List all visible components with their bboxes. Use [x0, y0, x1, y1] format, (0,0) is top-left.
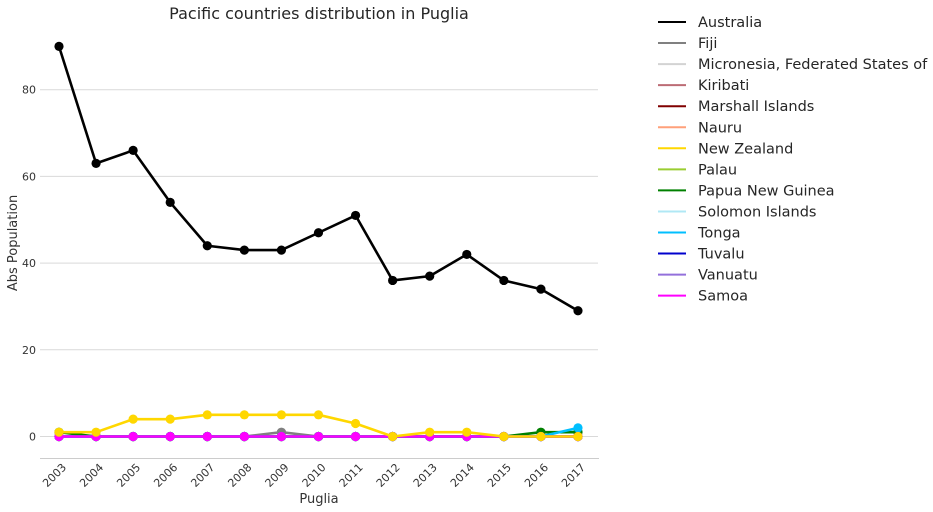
- legend-item: Micronesia, Federated States of: [658, 57, 928, 73]
- x-tick-label: 2003: [40, 461, 69, 490]
- legend-label: Palau: [698, 162, 737, 178]
- data-point: [313, 228, 324, 238]
- legend-item: Solomon Islands: [658, 204, 816, 220]
- legend-label: Fiji: [698, 36, 717, 52]
- data-point: [128, 431, 138, 442]
- data-point: [536, 431, 546, 442]
- y-tick-label: 60: [22, 170, 36, 183]
- legend-item: Palau: [658, 162, 737, 178]
- data-point: [239, 410, 249, 420]
- legend-label: Kiribati: [698, 78, 749, 94]
- data-point: [573, 306, 583, 316]
- x-tick-label: 2006: [151, 461, 180, 490]
- legend-label: Solomon Islands: [698, 204, 816, 220]
- grid-lines: [40, 89, 598, 437]
- y-tick-label: 80: [22, 84, 36, 97]
- data-point: [573, 431, 583, 442]
- data-point: [202, 241, 212, 251]
- legend-label: Marshall Islands: [698, 99, 814, 115]
- data-point: [499, 275, 509, 286]
- x-tick-label: 2004: [77, 461, 106, 490]
- legend-item: Australia: [658, 15, 762, 31]
- data-point: [54, 427, 64, 437]
- data-point: [425, 271, 435, 281]
- y-tick-label: 40: [22, 257, 36, 270]
- data-point: [499, 431, 509, 442]
- data-point: [350, 210, 361, 221]
- legend-item: Tuvalu: [658, 247, 745, 263]
- x-tick-label: 2005: [114, 461, 143, 490]
- data-point: [536, 284, 546, 294]
- data-point: [276, 410, 287, 420]
- y-tick-label: 0: [29, 431, 36, 444]
- x-tick-label: 2008: [225, 461, 254, 490]
- data-point: [165, 431, 175, 442]
- x-axis-label: Puglia: [299, 492, 338, 507]
- data-point: [573, 423, 583, 433]
- legend: Australia Fiji Micronesia, Federated State…: [658, 15, 928, 305]
- series-new-zealand: [54, 410, 583, 442]
- x-tick-label: 2010: [300, 461, 329, 490]
- x-tick-label: 2007: [188, 461, 217, 490]
- data-point: [239, 245, 249, 255]
- x-tick-label: 2013: [411, 461, 440, 490]
- x-tick-label: 2012: [374, 461, 403, 490]
- legend-label: Nauru: [698, 120, 742, 136]
- x-axis-ticks: 2003 2004 2005 2006 2007 2008 2009 2010 2011 2012…: [40, 461, 588, 490]
- legend-label: Papua New Guinea: [698, 183, 835, 199]
- data-point: [313, 410, 324, 420]
- legend-label: Australia: [698, 15, 762, 31]
- series-lines: [54, 41, 583, 442]
- data-point: [350, 431, 361, 442]
- x-tick-label: 2016: [522, 461, 551, 490]
- series-australia: [54, 41, 583, 316]
- x-tick-label: 2015: [485, 461, 514, 490]
- data-point: [276, 431, 287, 442]
- legend-item: New Zealand: [658, 141, 793, 157]
- data-point: [54, 41, 64, 51]
- legend-item: Vanuatu: [658, 268, 758, 284]
- x-tick-label: 2017: [559, 461, 588, 490]
- legend-label: Tuvalu: [697, 247, 745, 263]
- legend-item: Fiji: [658, 36, 717, 52]
- data-point: [202, 431, 212, 442]
- x-tick-label: 2011: [337, 461, 366, 490]
- legend-item: Samoa: [658, 289, 748, 305]
- y-axis-label: Abs Population: [6, 195, 21, 291]
- legend-item: Nauru: [658, 120, 742, 136]
- legend-label: Micronesia, Federated States of: [698, 57, 928, 73]
- legend-label: Samoa: [698, 289, 748, 305]
- data-point: [128, 414, 138, 424]
- legend-label: Vanuatu: [698, 268, 758, 284]
- data-point: [165, 414, 175, 424]
- data-point: [128, 145, 138, 155]
- legend-label: New Zealand: [698, 141, 793, 157]
- data-point: [425, 427, 435, 437]
- chart-title: Pacific countries distribution in Puglia: [169, 4, 469, 23]
- x-tick-label: 2014: [448, 461, 477, 490]
- legend-item: Tonga: [658, 226, 741, 242]
- y-axis-ticks: 0 20 40 60 80: [22, 84, 36, 444]
- data-point: [313, 431, 324, 442]
- data-point: [165, 197, 175, 208]
- series-line: [57, 45, 579, 312]
- legend-label: Tonga: [697, 226, 741, 242]
- data-point: [202, 410, 212, 420]
- legend-item: Papua New Guinea: [658, 183, 835, 199]
- data-point: [276, 245, 287, 255]
- x-tick-label: 2009: [263, 461, 292, 490]
- data-point: [388, 431, 398, 442]
- data-point: [462, 249, 472, 260]
- data-point: [239, 431, 249, 442]
- legend-item: Marshall Islands: [658, 99, 814, 115]
- data-point: [462, 427, 472, 437]
- data-point: [388, 275, 398, 286]
- y-tick-label: 20: [22, 344, 36, 357]
- data-point: [350, 418, 361, 429]
- legend-item: Kiribati: [658, 78, 749, 94]
- data-point: [91, 158, 101, 168]
- data-point: [91, 427, 101, 437]
